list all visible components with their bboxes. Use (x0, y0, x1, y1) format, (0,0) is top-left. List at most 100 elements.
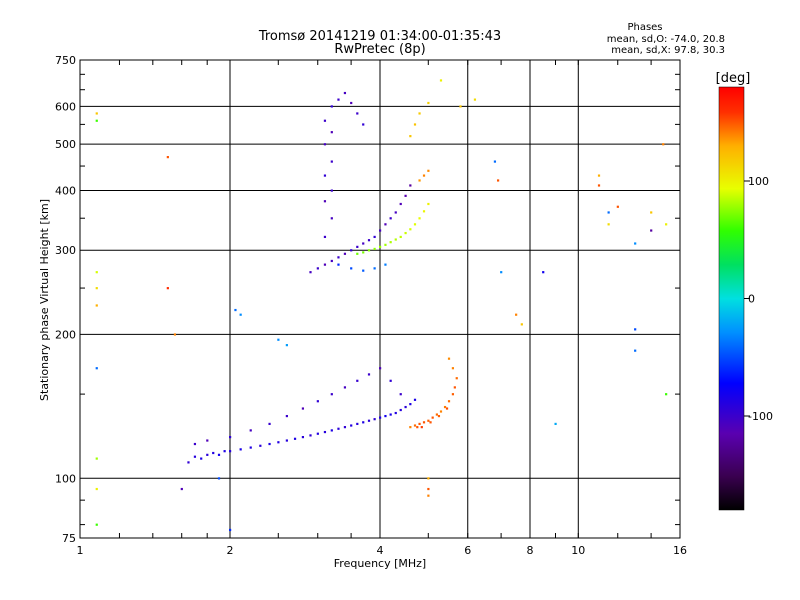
data-point (373, 247, 376, 251)
data-point (249, 429, 252, 432)
colorbar-unit-label: [deg] (716, 71, 751, 86)
data-point (323, 143, 327, 146)
data-point (285, 344, 288, 347)
data-point (95, 119, 98, 122)
data-point (455, 377, 458, 380)
data-point (343, 426, 347, 429)
data-point (394, 211, 397, 214)
data-point (330, 393, 333, 396)
data-point (384, 263, 387, 266)
data-point (607, 211, 610, 214)
data-point (217, 453, 221, 456)
data-point (367, 239, 371, 242)
y-axis-label: Stationary phase Virtual Height [km] (38, 199, 51, 401)
data-point (413, 123, 417, 126)
data-point (418, 179, 421, 182)
data-point (323, 235, 327, 239)
data-point (416, 426, 419, 429)
data-point (515, 313, 518, 316)
data-point (285, 414, 288, 418)
data-point (330, 160, 333, 163)
x-tick-label: 4 (377, 544, 384, 557)
data-point (330, 105, 333, 108)
data-point (234, 308, 237, 312)
y-tick-label: 100 (55, 472, 76, 485)
data-point (439, 79, 443, 82)
x-tick-label: 1 (77, 544, 84, 557)
x-tick-labels: 1 2 4 6 8 10 16 (77, 544, 688, 557)
data-point (330, 429, 333, 432)
x-axis-label: Frequency [MHz] (334, 557, 426, 570)
data-point (607, 223, 610, 226)
data-point (418, 422, 421, 426)
data-point (413, 223, 417, 226)
y-tick-label: 500 (55, 138, 76, 151)
data-point (404, 231, 407, 235)
data-point (277, 338, 280, 341)
data-point (337, 98, 340, 101)
data-point (373, 418, 376, 421)
data-point (343, 91, 347, 95)
data-point (323, 174, 327, 177)
data-point (362, 421, 365, 424)
data-point (268, 422, 271, 426)
data-point (259, 444, 262, 447)
data-point (453, 386, 456, 389)
data-point (422, 210, 426, 213)
data-point (496, 179, 500, 182)
data-point (330, 131, 333, 134)
data-point (443, 405, 447, 409)
data-point (379, 367, 382, 370)
colorbar (718, 86, 745, 511)
data-point (223, 450, 226, 453)
data-point (277, 441, 280, 444)
data-point (422, 174, 426, 177)
data-point (379, 229, 382, 232)
x-tick-label: 6 (464, 544, 471, 557)
data-point (389, 379, 392, 382)
colorbar-ticks: 100 0 -100 (744, 175, 773, 423)
data-point (337, 263, 340, 266)
data-point (399, 235, 402, 239)
y-tick-label: 600 (55, 100, 76, 113)
data-point (212, 451, 215, 455)
data-point (427, 419, 430, 422)
data-point (217, 477, 221, 480)
data-point (180, 487, 183, 491)
data-point (316, 432, 319, 435)
data-point (409, 426, 412, 429)
data-point (337, 427, 340, 430)
data-point (399, 393, 402, 396)
data-point (399, 202, 402, 206)
data-point (634, 349, 637, 352)
data-point (229, 435, 232, 439)
data-point (662, 143, 665, 146)
data-point (343, 252, 347, 255)
data-point (379, 245, 382, 248)
data-point (665, 393, 668, 396)
data-point (95, 271, 98, 274)
data-point (413, 424, 417, 427)
x-tick-label: 16 (673, 544, 687, 557)
data-point (616, 205, 619, 208)
data-point (435, 413, 438, 416)
data-point (193, 455, 197, 458)
data-point (665, 223, 668, 226)
data-point (404, 194, 407, 197)
data-point (427, 487, 430, 491)
data-point (268, 442, 271, 446)
data-point (285, 439, 288, 442)
data-point (356, 422, 359, 426)
data-point (95, 457, 98, 460)
data-point (173, 333, 177, 336)
data-point (367, 249, 371, 252)
data-point (597, 174, 601, 177)
data-point (343, 386, 347, 389)
chart-subtitle: RwPretec (8p) (334, 42, 425, 57)
y-tick-label: 400 (55, 184, 76, 197)
y-tick-label: 750 (55, 54, 76, 67)
data-point (350, 267, 353, 270)
data-point (337, 256, 340, 259)
data-point (367, 419, 371, 422)
data-point (350, 101, 353, 105)
